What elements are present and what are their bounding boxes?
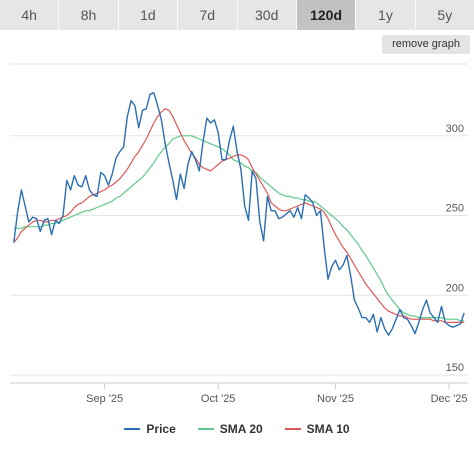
chart-grid: [10, 63, 468, 384]
timeframe-tabs: 4h 8h 1d 7d 30d 120d 1y 5y: [0, 0, 474, 30]
tab-8h[interactable]: 8h: [59, 0, 119, 30]
x-tick-label: Nov '25: [317, 393, 354, 405]
legend-label-price: Price: [146, 422, 176, 436]
legend-swatch-sma10: [284, 428, 301, 430]
tab-1d[interactable]: 1d: [118, 0, 179, 30]
legend-swatch-sma20: [197, 428, 214, 430]
y-tick-label: 200: [446, 282, 464, 294]
legend-item-sma10[interactable]: SMA 10: [284, 420, 350, 438]
x-tick-label: Dec '25: [431, 393, 468, 405]
tab-7d[interactable]: 7d: [178, 0, 238, 30]
y-tick-label: 250: [446, 203, 464, 215]
y-axis-ticks: 150 200 250 300: [446, 123, 464, 374]
x-tick-label: Sep '25: [86, 393, 123, 405]
x-tick-label: Oct '25: [201, 393, 236, 405]
y-tick-label: 300: [446, 123, 464, 135]
chart-legend: Price SMA 20 SMA 10: [0, 420, 474, 438]
x-axis-ticks: Sep '25 Oct '25 Nov '25 Dec '25: [86, 383, 468, 405]
chart-series: [13, 91, 465, 336]
tab-4h[interactable]: 4h: [0, 0, 60, 30]
tab-1y[interactable]: 1y: [356, 0, 416, 30]
remove-graph-button[interactable]: remove graph: [382, 35, 470, 54]
series-line-sma10: [13, 108, 465, 323]
tab-30d[interactable]: 30d: [237, 0, 297, 30]
series-line-price: [13, 91, 465, 336]
legend-swatch-price: [124, 428, 141, 430]
legend-label-sma20: SMA 20: [219, 422, 263, 436]
legend-label-sma10: SMA 10: [306, 422, 350, 436]
y-tick-label: 150: [446, 362, 464, 374]
legend-item-sma20[interactable]: SMA 20: [197, 420, 263, 438]
legend-item-price[interactable]: Price: [124, 420, 176, 438]
tab-120d[interactable]: 120d: [296, 0, 357, 30]
tab-5y[interactable]: 5y: [415, 0, 474, 30]
